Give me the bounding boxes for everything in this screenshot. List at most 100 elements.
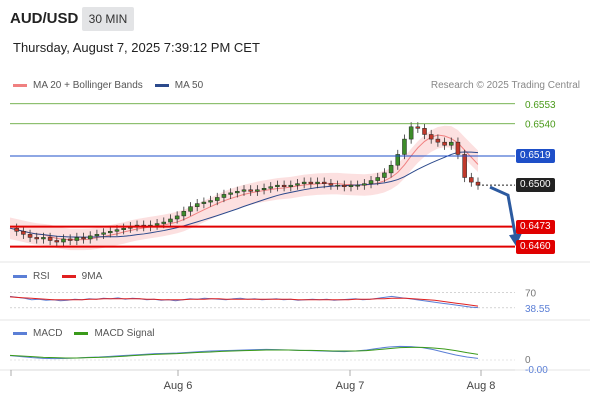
- candle-body: [121, 227, 126, 230]
- macd-line: [9, 345, 479, 360]
- macd-zero-label: 0: [525, 355, 531, 366]
- forecast-arrow: [489, 185, 518, 240]
- candle-body: [87, 235, 93, 240]
- credit-label: Research © 2025 Trading Central: [430, 80, 580, 91]
- forecast-arrowhead: [509, 233, 522, 247]
- candle-body: [215, 197, 220, 201]
- candle-body: [321, 181, 327, 184]
- rsi-legend-label: RSI: [33, 271, 50, 282]
- macd-swatch: [13, 332, 27, 335]
- candle-body: [342, 184, 347, 187]
- candle-body: [201, 201, 207, 204]
- rsi-ma-legend-label: 9MA: [81, 271, 103, 282]
- candle-body: [281, 184, 287, 187]
- macd-signal-legend-label: MACD Signal: [94, 328, 155, 339]
- candle-body: [415, 126, 421, 129]
- level-tag: 0.6500: [516, 178, 555, 193]
- candle-body: [328, 183, 334, 186]
- x-tick-label: Aug 7: [336, 380, 365, 392]
- candle-body: [382, 172, 387, 178]
- rsi-swatch: [13, 275, 27, 278]
- candle-body: [428, 134, 434, 140]
- candle-body: [34, 237, 39, 240]
- candle-body: [268, 186, 273, 189]
- ma50-swatch: [154, 84, 169, 87]
- candle-body: [54, 240, 60, 243]
- candle-body: [388, 164, 394, 174]
- candle-body: [301, 181, 307, 184]
- candle-body: [275, 184, 280, 187]
- candle-body: [81, 237, 86, 240]
- candle-body: [21, 231, 26, 235]
- symbol-title: AUD/USD: [10, 10, 79, 27]
- rsi-legend: RSI 9MA: [13, 271, 102, 282]
- candle-body: [348, 184, 354, 187]
- candle-body: [114, 229, 120, 232]
- candle-body: [422, 128, 427, 135]
- candle-body: [221, 194, 227, 198]
- candle-body: [395, 154, 401, 166]
- rsi-ma-line: [9, 296, 479, 307]
- candle-body: [462, 154, 467, 178]
- candle-body: [228, 192, 233, 195]
- candle-body: [74, 237, 80, 241]
- candle-body: [449, 141, 454, 146]
- x-tick-label: Aug 8: [467, 380, 496, 392]
- candle-body: [402, 138, 407, 155]
- candle-body: [108, 231, 113, 234]
- candle-body: [288, 184, 294, 187]
- rsi-level-70: 70: [525, 288, 537, 299]
- candle-body: [335, 184, 340, 187]
- candle-body: [408, 126, 414, 140]
- candle-body: [27, 234, 33, 238]
- candle-body: [154, 223, 160, 226]
- level-label: 0.6540: [525, 120, 556, 131]
- candle-body: [435, 138, 441, 143]
- candle-body: [241, 189, 247, 192]
- level-tag: 0.6460: [516, 239, 555, 254]
- candle-body: [41, 237, 46, 240]
- candle-body: [235, 191, 240, 194]
- candle-body: [248, 189, 253, 192]
- candle-body: [67, 238, 73, 241]
- candle-body: [168, 218, 173, 223]
- datetime-label: Thursday, August 7, 2025 7:39:12 PM CET: [13, 40, 260, 55]
- candle-body: [188, 206, 193, 212]
- rsi-ma-swatch: [61, 275, 76, 278]
- candle-body: [181, 211, 187, 217]
- level-label: 0.6553: [525, 100, 556, 111]
- price-legend: MA 20 + Bollinger Bands MA 50: [13, 80, 203, 91]
- macd-value-label: -0.00: [525, 365, 548, 376]
- ma20-swatch: [13, 84, 27, 87]
- candle-body: [362, 183, 367, 186]
- macd-legend: MACD MACD Signal: [13, 328, 154, 339]
- level-tag: 0.6473: [516, 219, 555, 234]
- candle-body: [161, 221, 167, 224]
- candle-body: [47, 237, 53, 241]
- candle-body: [208, 200, 213, 203]
- level-tag: 0.6519: [516, 148, 555, 163]
- ma20-legend-label: MA 20 + Bollinger Bands: [33, 80, 143, 91]
- candle-body: [368, 180, 374, 184]
- macd-legend-label: MACD: [33, 328, 63, 339]
- timeframe-button[interactable]: 30 MIN: [82, 7, 134, 31]
- macd-signal-swatch: [74, 332, 89, 335]
- candle-body: [194, 203, 200, 207]
- candle-body: [255, 189, 260, 192]
- candle-body: [101, 232, 106, 235]
- candle-body: [174, 215, 180, 220]
- candle-body: [94, 234, 100, 237]
- rsi-value-label: 38.55: [525, 304, 550, 315]
- candle-body: [455, 141, 461, 155]
- x-tick-label: Aug 6: [164, 380, 193, 392]
- candle-body: [442, 141, 447, 146]
- candle-body: [14, 227, 19, 232]
- candle-body: [261, 188, 267, 191]
- candle-body: [308, 181, 314, 184]
- candle-body: [295, 183, 300, 186]
- ma50-legend-label: MA 50: [174, 80, 204, 91]
- candle-body: [469, 177, 474, 183]
- candle-body: [315, 181, 320, 184]
- candle-body: [375, 177, 380, 181]
